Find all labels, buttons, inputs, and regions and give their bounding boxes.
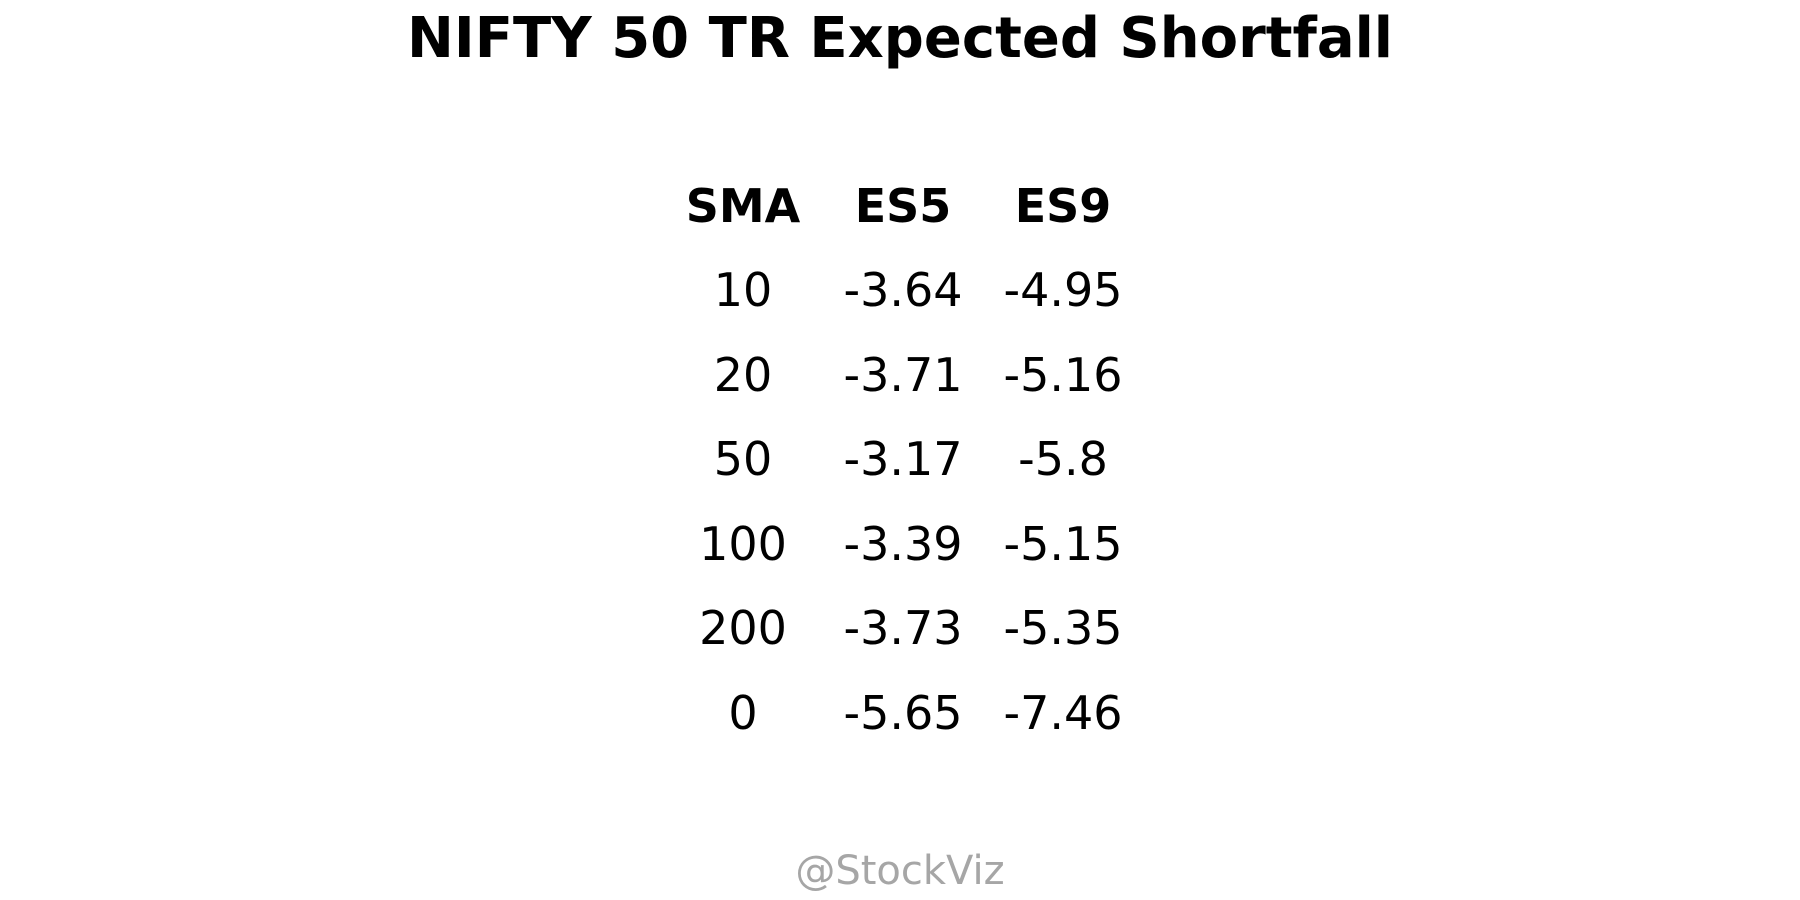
table-cell-sma: 100 (699, 516, 787, 571)
table-cell-es9: -5.16 (1003, 347, 1123, 402)
table-cell-es9: -5.8 (1018, 432, 1108, 486)
table-cell-es5: -3.17 (843, 432, 963, 486)
table-cell-sma: 20 (713, 347, 773, 402)
chart-title: NIFTY 50 TR Expected Shortfall (406, 6, 1393, 71)
table-cell-es9: -7.46 (1003, 685, 1123, 740)
watermark: @StockViz (795, 848, 1005, 894)
table-cell-sma: 200 (699, 601, 787, 655)
table-cell-es9: -5.35 (1003, 601, 1123, 655)
table-cell-es5: -3.39 (843, 516, 963, 571)
column-header-es5: ES5 (854, 179, 952, 233)
column-header-es9: ES9 (1014, 179, 1112, 233)
table-cell-sma: 50 (713, 432, 773, 486)
table-cell-es5: -3.73 (843, 601, 963, 655)
table-cell-sma: 0 (728, 685, 758, 740)
table-cell-sma: 10 (713, 263, 773, 317)
table-cell-es5: -5.65 (843, 685, 963, 740)
table-cell-es5: -3.64 (843, 263, 963, 317)
table-cell-es9: -5.15 (1003, 516, 1123, 571)
table-cell-es9: -4.95 (1003, 263, 1123, 317)
table-cell-es5: -3.71 (843, 347, 963, 402)
column-header-sma: SMA (685, 179, 801, 233)
